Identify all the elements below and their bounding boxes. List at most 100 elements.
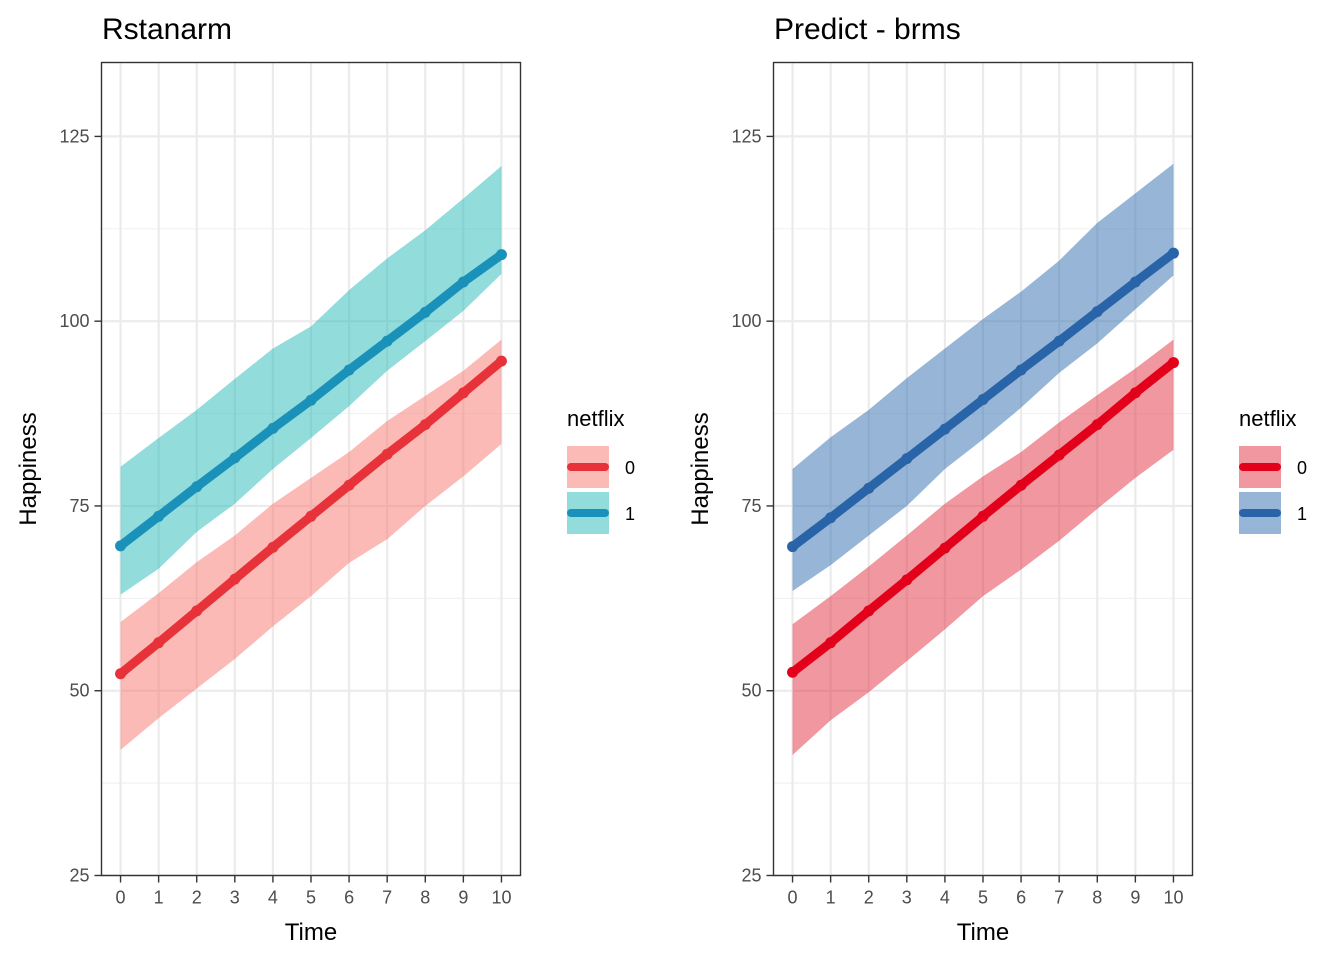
x-axis: 0 1 2 3 4 5 6 7 8 9 10 xyxy=(116,875,511,908)
legend-title: netflix xyxy=(1239,406,1296,431)
point-series-0 xyxy=(381,448,393,460)
point-series-0 xyxy=(863,605,875,617)
point-series-0 xyxy=(343,479,355,491)
y-axis-title: Happiness xyxy=(687,412,714,525)
y-tick-label: 50 xyxy=(741,681,761,701)
point-series-1 xyxy=(267,422,279,434)
point-series-0 xyxy=(787,666,799,678)
x-tick-label: 8 xyxy=(1092,888,1102,908)
point-series-1 xyxy=(153,510,165,522)
point-series-0 xyxy=(1091,419,1103,431)
legend-title: netflix xyxy=(567,406,624,431)
x-tick-label: 0 xyxy=(788,888,798,908)
point-series-1 xyxy=(1015,364,1027,376)
ribbon-series-1 xyxy=(792,163,1174,591)
point-series-0 xyxy=(305,510,317,522)
legend-label: 1 xyxy=(625,504,635,524)
point-series-0 xyxy=(1053,449,1065,461)
x-tick-label: 6 xyxy=(344,888,354,908)
point-series-1 xyxy=(977,394,989,406)
point-series-1 xyxy=(115,540,127,552)
legend-label: 0 xyxy=(1297,458,1307,478)
x-tick-label: 0 xyxy=(116,888,126,908)
point-series-1 xyxy=(305,394,317,406)
x-tick-label: 1 xyxy=(826,888,836,908)
point-series-1 xyxy=(343,364,355,376)
x-tick-label: 8 xyxy=(420,888,430,908)
point-series-1 xyxy=(419,306,431,318)
x-axis-title: Time xyxy=(285,919,337,946)
point-series-1 xyxy=(901,453,913,465)
y-tick-label: 125 xyxy=(731,126,761,146)
point-series-1 xyxy=(1167,247,1179,259)
point-series-0 xyxy=(457,387,469,399)
point-series-1 xyxy=(191,481,203,493)
y-tick-label: 50 xyxy=(69,681,89,701)
point-series-1 xyxy=(1053,335,1065,347)
x-tick-label: 5 xyxy=(978,888,988,908)
x-tick-label: 4 xyxy=(268,888,278,908)
x-axis: 0 1 2 3 4 5 6 7 8 9 10 xyxy=(788,875,1183,908)
x-tick-label: 7 xyxy=(382,888,392,908)
ribbon-series-1 xyxy=(120,165,502,595)
point-series-0 xyxy=(115,668,127,680)
y-tick-label: 100 xyxy=(59,311,89,331)
point-series-1 xyxy=(495,249,507,261)
x-tick-label: 1 xyxy=(154,888,164,908)
point-series-0 xyxy=(495,355,507,367)
panel-title: Predict - brms xyxy=(774,13,961,46)
legend: netflix 0 1 xyxy=(567,406,635,534)
x-tick-label: 9 xyxy=(1130,888,1140,908)
point-series-1 xyxy=(863,482,875,494)
point-series-0 xyxy=(939,542,951,554)
x-tick-label: 3 xyxy=(902,888,912,908)
x-tick-label: 2 xyxy=(192,888,202,908)
legend-key-1: 1 xyxy=(567,492,635,534)
point-series-0 xyxy=(1129,387,1141,399)
x-tick-label: 3 xyxy=(230,888,240,908)
y-tick-label: 125 xyxy=(59,126,89,146)
point-series-0 xyxy=(229,573,241,585)
y-tick-label: 25 xyxy=(69,866,89,886)
point-series-0 xyxy=(1167,357,1179,369)
x-tick-label: 10 xyxy=(1163,888,1183,908)
point-series-0 xyxy=(153,637,165,649)
point-series-0 xyxy=(901,574,913,586)
point-series-1 xyxy=(457,276,469,288)
y-tick-label: 75 xyxy=(741,496,761,516)
point-series-0 xyxy=(1015,479,1027,491)
point-series-0 xyxy=(191,605,203,617)
legend: netflix 0 1 xyxy=(1239,406,1307,534)
point-series-1 xyxy=(1129,276,1141,288)
point-series-1 xyxy=(1091,306,1103,318)
point-series-0 xyxy=(977,510,989,522)
legend-label: 1 xyxy=(1297,504,1307,524)
x-tick-label: 5 xyxy=(306,888,316,908)
series-lines xyxy=(115,249,507,680)
x-tick-label: 9 xyxy=(458,888,468,908)
point-series-1 xyxy=(825,512,837,524)
series-lines xyxy=(787,247,1179,678)
legend-key-0: 0 xyxy=(567,446,635,488)
point-series-0 xyxy=(825,637,837,649)
point-series-1 xyxy=(787,541,799,553)
legend-label: 0 xyxy=(625,458,635,478)
y-tick-label: 100 xyxy=(731,311,761,331)
y-tick-label: 25 xyxy=(741,866,761,886)
y-axis: 25 50 75 100 125 xyxy=(59,126,102,886)
point-series-0 xyxy=(267,541,279,553)
x-tick-label: 6 xyxy=(1016,888,1026,908)
x-axis-title: Time xyxy=(957,919,1009,946)
y-tick-label: 75 xyxy=(69,496,89,516)
y-axis: 25 50 75 100 125 xyxy=(731,126,774,886)
x-tick-label: 7 xyxy=(1054,888,1064,908)
point-series-1 xyxy=(381,335,393,347)
point-series-1 xyxy=(229,452,241,464)
legend-key-0: 0 xyxy=(1239,446,1307,488)
point-series-0 xyxy=(419,419,431,431)
point-series-1 xyxy=(939,423,951,435)
panel-title: Rstanarm xyxy=(102,13,232,46)
